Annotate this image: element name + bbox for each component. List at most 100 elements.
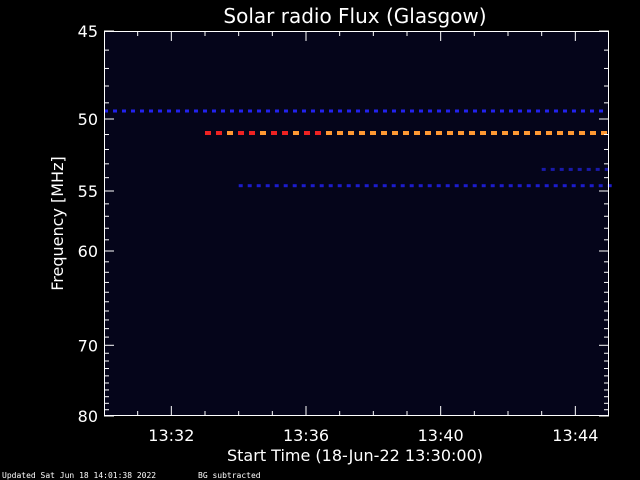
band-1-segment <box>238 131 244 135</box>
band-1-segment <box>469 131 475 135</box>
band-2-segment <box>499 184 504 188</box>
band-0-segment <box>104 109 108 113</box>
y-tick-label: 80 <box>78 407 98 426</box>
y-tick-label: 70 <box>78 336 98 355</box>
y-tick-label: 55 <box>78 182 98 201</box>
band-2-segment <box>490 184 495 188</box>
band-2-segment <box>400 184 405 188</box>
band-1-segment <box>436 131 442 135</box>
bg-subtracted-note: BG subtracted <box>198 471 261 480</box>
x-tick-label: 13:32 <box>148 426 194 445</box>
band-0-segment <box>572 109 576 113</box>
band-0-segment <box>320 109 324 113</box>
band-0-segment <box>329 109 333 113</box>
band-0-segment <box>491 109 495 113</box>
band-2-segment <box>508 184 513 188</box>
band-1-segment <box>491 131 497 135</box>
band-0-segment <box>410 109 414 113</box>
band-2-segment <box>301 184 306 188</box>
band-0-segment <box>230 109 234 113</box>
x-tick-label: 13:36 <box>283 426 329 445</box>
x-axis: 13:32 13:36 13:40 13:44 <box>137 31 598 445</box>
band-1-segment <box>524 131 530 135</box>
band-2-segment <box>409 184 414 188</box>
band-2-segment <box>517 184 522 188</box>
band-1-segment <box>601 131 607 135</box>
band-2-segment <box>454 184 459 188</box>
band-0-segment <box>131 109 135 113</box>
band-1-segment <box>414 131 420 135</box>
band-2-segment <box>283 184 288 188</box>
band-2-segment <box>607 184 612 188</box>
band-0-segment <box>221 109 225 113</box>
band-1-segment <box>513 131 519 135</box>
emission-bands <box>104 109 612 188</box>
band-1-segment <box>458 131 464 135</box>
band-3-segment <box>541 167 546 171</box>
band-1-segment <box>535 131 541 135</box>
band-0-segment <box>428 109 432 113</box>
band-0-segment <box>464 109 468 113</box>
band-1-segment <box>546 131 552 135</box>
band-0-segment <box>140 109 144 113</box>
band-1-segment <box>205 131 211 135</box>
band-0-segment <box>203 109 207 113</box>
band-2-segment <box>463 184 468 188</box>
plot-frame <box>104 31 609 416</box>
band-0-segment <box>392 109 396 113</box>
x-tick-label: 13:40 <box>418 426 464 445</box>
band-2-segment <box>391 184 396 188</box>
band-1-segment <box>359 131 365 135</box>
band-0-segment <box>194 109 198 113</box>
y-tick-label: 50 <box>78 110 98 129</box>
band-2-segment <box>238 184 243 188</box>
plot-area <box>104 31 609 416</box>
band-0-segment <box>419 109 423 113</box>
band-3-segment <box>550 167 555 171</box>
band-0-segment <box>581 109 585 113</box>
band-2-segment <box>274 184 279 188</box>
band-0-segment <box>293 109 297 113</box>
band-0-segment <box>536 109 540 113</box>
band-0-segment <box>158 109 162 113</box>
band-2-segment <box>481 184 486 188</box>
band-1-segment <box>557 131 563 135</box>
band-1 <box>205 131 607 135</box>
band-0-segment <box>266 109 270 113</box>
band-0-segment <box>149 109 153 113</box>
y-axis: 45 50 55 60 70 80 <box>78 22 609 426</box>
band-2-segment <box>472 184 477 188</box>
band-0-segment <box>257 109 261 113</box>
band-0-segment <box>248 109 252 113</box>
band-2-segment <box>589 184 594 188</box>
band-0-segment <box>383 109 387 113</box>
band-0-segment <box>212 109 216 113</box>
band-0-segment <box>527 109 531 113</box>
band-1-segment <box>348 131 354 135</box>
band-0-segment <box>239 109 243 113</box>
band-3-segment <box>577 167 582 171</box>
band-2-segment <box>373 184 378 188</box>
band-1-segment <box>326 131 332 135</box>
band-3-segment <box>559 167 564 171</box>
band-2-segment <box>427 184 432 188</box>
band-2-segment <box>364 184 369 188</box>
y-tick-label: 45 <box>78 22 98 41</box>
band-2-segment <box>580 184 585 188</box>
band-3-segment <box>568 167 573 171</box>
band-1-segment <box>337 131 343 135</box>
band-2-segment <box>526 184 531 188</box>
band-2 <box>238 184 612 188</box>
band-1-segment <box>381 131 387 135</box>
band-1-segment <box>502 131 508 135</box>
band-1-segment <box>260 131 266 135</box>
band-1-segment <box>216 131 222 135</box>
band-3-segment <box>595 167 600 171</box>
band-1-segment <box>315 131 321 135</box>
band-1-segment <box>304 131 310 135</box>
band-0-segment <box>599 109 603 113</box>
band-0 <box>104 109 603 113</box>
y-tick-label: 60 <box>78 242 98 261</box>
band-0-segment <box>518 109 522 113</box>
band-0-segment <box>374 109 378 113</box>
